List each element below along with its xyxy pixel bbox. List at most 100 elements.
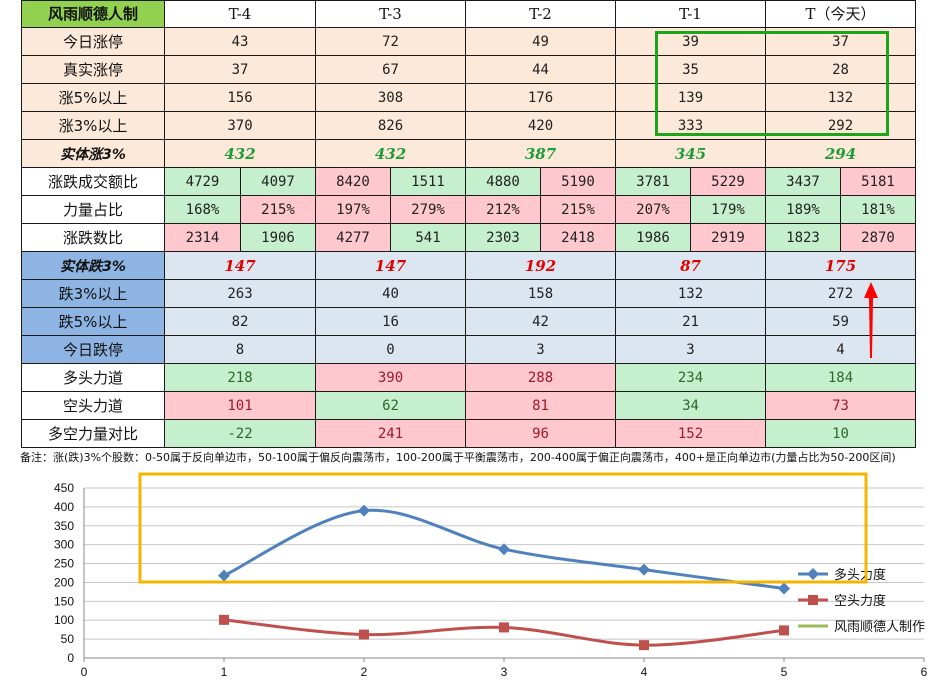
table-cell: 189%: [766, 196, 841, 224]
table-cell: 2418: [541, 224, 616, 252]
y-tick-label: 450: [54, 481, 74, 495]
table-cell: 152: [616, 420, 766, 448]
table-cell: 5181: [841, 168, 916, 196]
row-label: 实体跌3%: [22, 252, 165, 280]
column-header: T-1: [616, 0, 766, 28]
data-point: [779, 625, 789, 636]
corner-label: 风雨顺德人制: [22, 0, 165, 28]
table-cell: 37: [165, 56, 316, 84]
table-cell: 370: [165, 112, 316, 140]
table-cell: 218: [165, 364, 316, 392]
table-cell: 541: [391, 224, 466, 252]
table-cell: 28: [766, 56, 916, 84]
table-cell: 96: [466, 420, 616, 448]
table-cell: 3437: [766, 168, 841, 196]
red-arrow-icon: [864, 282, 878, 358]
table-cell: 390: [316, 364, 466, 392]
y-tick-label: 150: [54, 594, 74, 608]
legend-label: 多头力度: [834, 567, 886, 583]
table-cell: 175: [766, 252, 916, 280]
table-cell: 168%: [165, 196, 241, 224]
row-label: 跌5%以上: [22, 308, 165, 336]
table-cell: 2314: [165, 224, 241, 252]
table-cell: 432: [316, 140, 466, 168]
table-cell: 139: [616, 84, 766, 112]
data-point: [498, 543, 510, 556]
table-cell: 179%: [691, 196, 766, 224]
table-cell: 101: [165, 392, 316, 420]
data-point: [359, 629, 369, 640]
legend-marker: [808, 595, 818, 605]
row-label: 涨3%以上: [22, 112, 165, 140]
table-cell: 8: [165, 336, 316, 364]
x-tick-label: 6: [921, 665, 928, 679]
table-cell: 147: [316, 252, 466, 280]
table-cell: 16: [316, 308, 466, 336]
table-cell: 67: [316, 56, 466, 84]
table-cell: 4: [766, 336, 916, 364]
column-header: T-3: [316, 0, 466, 28]
x-tick-label: 4: [641, 665, 648, 679]
row-label: 多头力道: [22, 364, 165, 392]
row-label: 空头力道: [22, 392, 165, 420]
row-label: 力量占比: [22, 196, 165, 224]
data-point: [778, 582, 790, 595]
line-chart: 0 50 100 150 200 250 300 350 400 450 0 1 2 3 4 5 6 多头力度空头…: [54, 472, 928, 679]
table-cell: 49: [466, 28, 616, 56]
annotation-box: [138, 472, 868, 584]
table-cell: 132: [766, 84, 916, 112]
footnote: 备注：涨(跌)3%个股数：0-50属于反向单边市，50-100属于偏反向震荡市，…: [20, 451, 896, 464]
table-cell: 40: [316, 280, 466, 308]
row-label: 涨5%以上: [22, 84, 165, 112]
table-cell: 4880: [466, 168, 541, 196]
table-cell: 82: [165, 308, 316, 336]
data-point: [638, 563, 650, 576]
table-cell: 2303: [466, 224, 541, 252]
table-cell: 197%: [316, 196, 391, 224]
table-cell: 156: [165, 84, 316, 112]
y-tick-label: 100: [54, 613, 74, 627]
row-label: 真实涨停: [22, 56, 165, 84]
table-cell: 59: [766, 308, 916, 336]
table-cell: 272: [766, 280, 916, 308]
table-cell: 288: [466, 364, 616, 392]
y-tick-label: 350: [54, 519, 74, 533]
table-cell: 1986: [616, 224, 691, 252]
table-cell: 62: [316, 392, 466, 420]
x-tick-label: 3: [501, 665, 508, 679]
table-cell: 42: [466, 308, 616, 336]
x-tick-label: 5: [781, 665, 788, 679]
table-cell: 207%: [616, 196, 691, 224]
y-tick-label: 400: [54, 500, 74, 514]
table-cell: 345: [616, 140, 766, 168]
table-cell: 147: [165, 252, 316, 280]
table-cell: 5229: [691, 168, 766, 196]
table-cell: 4097: [241, 168, 316, 196]
table-cell: -22: [165, 420, 316, 448]
table-cell: 263: [165, 280, 316, 308]
row-label: 今日跌停: [22, 336, 165, 364]
table-cell: 44: [466, 56, 616, 84]
table-cell: 387: [466, 140, 616, 168]
table-cell: 43: [165, 28, 316, 56]
table-cell: 35: [616, 56, 766, 84]
table-cell: 21: [616, 308, 766, 336]
x-tick-label: 2: [361, 665, 368, 679]
table-cell: 72: [316, 28, 466, 56]
table-cell: 181%: [841, 196, 916, 224]
table-cell: 241: [316, 420, 466, 448]
x-tick-label: 1: [221, 665, 228, 679]
table-cell: 4277: [316, 224, 391, 252]
table-cell: 308: [316, 84, 466, 112]
table-cell: 1511: [391, 168, 466, 196]
table-cell: 5190: [541, 168, 616, 196]
table-cell: 0: [316, 336, 466, 364]
table-cell: 87: [616, 252, 766, 280]
data-point: [218, 569, 230, 582]
y-tick-label: 0: [67, 651, 74, 665]
table-cell: 294: [766, 140, 916, 168]
table-cell: 158: [466, 280, 616, 308]
table-cell: 1906: [241, 224, 316, 252]
table-cell: 234: [616, 364, 766, 392]
